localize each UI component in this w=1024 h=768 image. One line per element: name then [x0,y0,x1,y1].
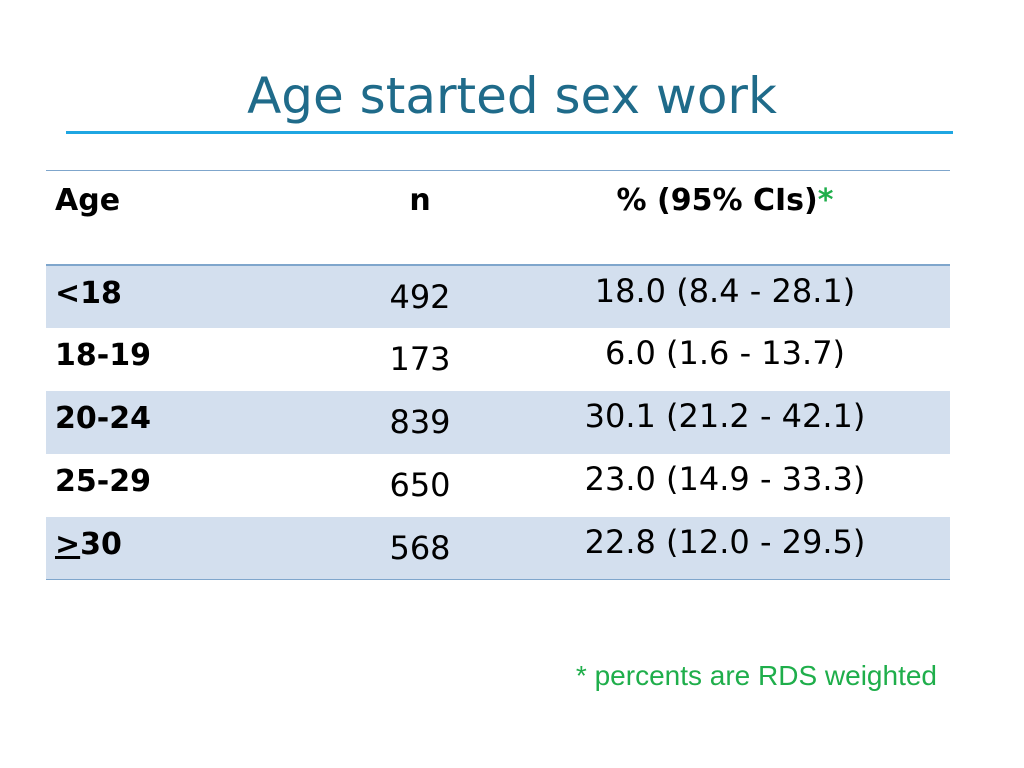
row-percent: 18.0 (8.4 - 28.1) [594,271,856,310]
table-header-row: Age n % (95% CIs)* [46,170,950,265]
row-percent: 30.1 (21.2 - 42.1) [584,396,866,435]
table-row: >30 568 22.8 (12.0 - 29.5) [46,516,950,580]
row-n: 173 [389,339,451,378]
row-percent: 22.8 (12.0 - 29.5) [584,522,866,561]
header-footnote-marker: * [817,183,834,218]
header-n: n [409,183,431,218]
header-percent-label: % (95% CIs) [616,183,818,218]
header-percent: % (95% CIs)* [500,171,950,265]
table-row: 20-24 839 30.1 (21.2 - 42.1) [46,390,950,454]
row-age: <18 [55,275,122,311]
row-percent: 6.0 (1.6 - 13.7) [604,333,846,372]
greater-or-equal-symbol: > [55,526,81,562]
footnote: * percents are RDS weighted [575,660,937,691]
row-age: 20-24 [55,400,151,436]
slide-title: Age started sex work [247,67,777,125]
header-age: Age [55,183,121,218]
table-row: 18-19 173 6.0 (1.6 - 13.7) [46,328,950,391]
row-age: 25-29 [55,463,151,499]
table-row: 25-29 650 23.0 (14.9 - 33.3) [46,454,950,517]
row-n: 568 [389,528,451,567]
age-table: Age n % (95% CIs)* <18 492 18.0 (8.4 - 2… [46,170,950,580]
row-age: >30 [46,517,340,580]
row-n: 492 [389,277,451,316]
table-row: <18 492 18.0 (8.4 - 28.1) [46,264,950,328]
row-percent: 23.0 (14.9 - 33.3) [584,459,866,498]
row-n: 650 [389,465,451,504]
row-age-value: 30 [80,526,122,562]
row-n: 839 [389,402,451,441]
row-age: 18-19 [55,337,151,373]
title-underline [66,131,953,134]
